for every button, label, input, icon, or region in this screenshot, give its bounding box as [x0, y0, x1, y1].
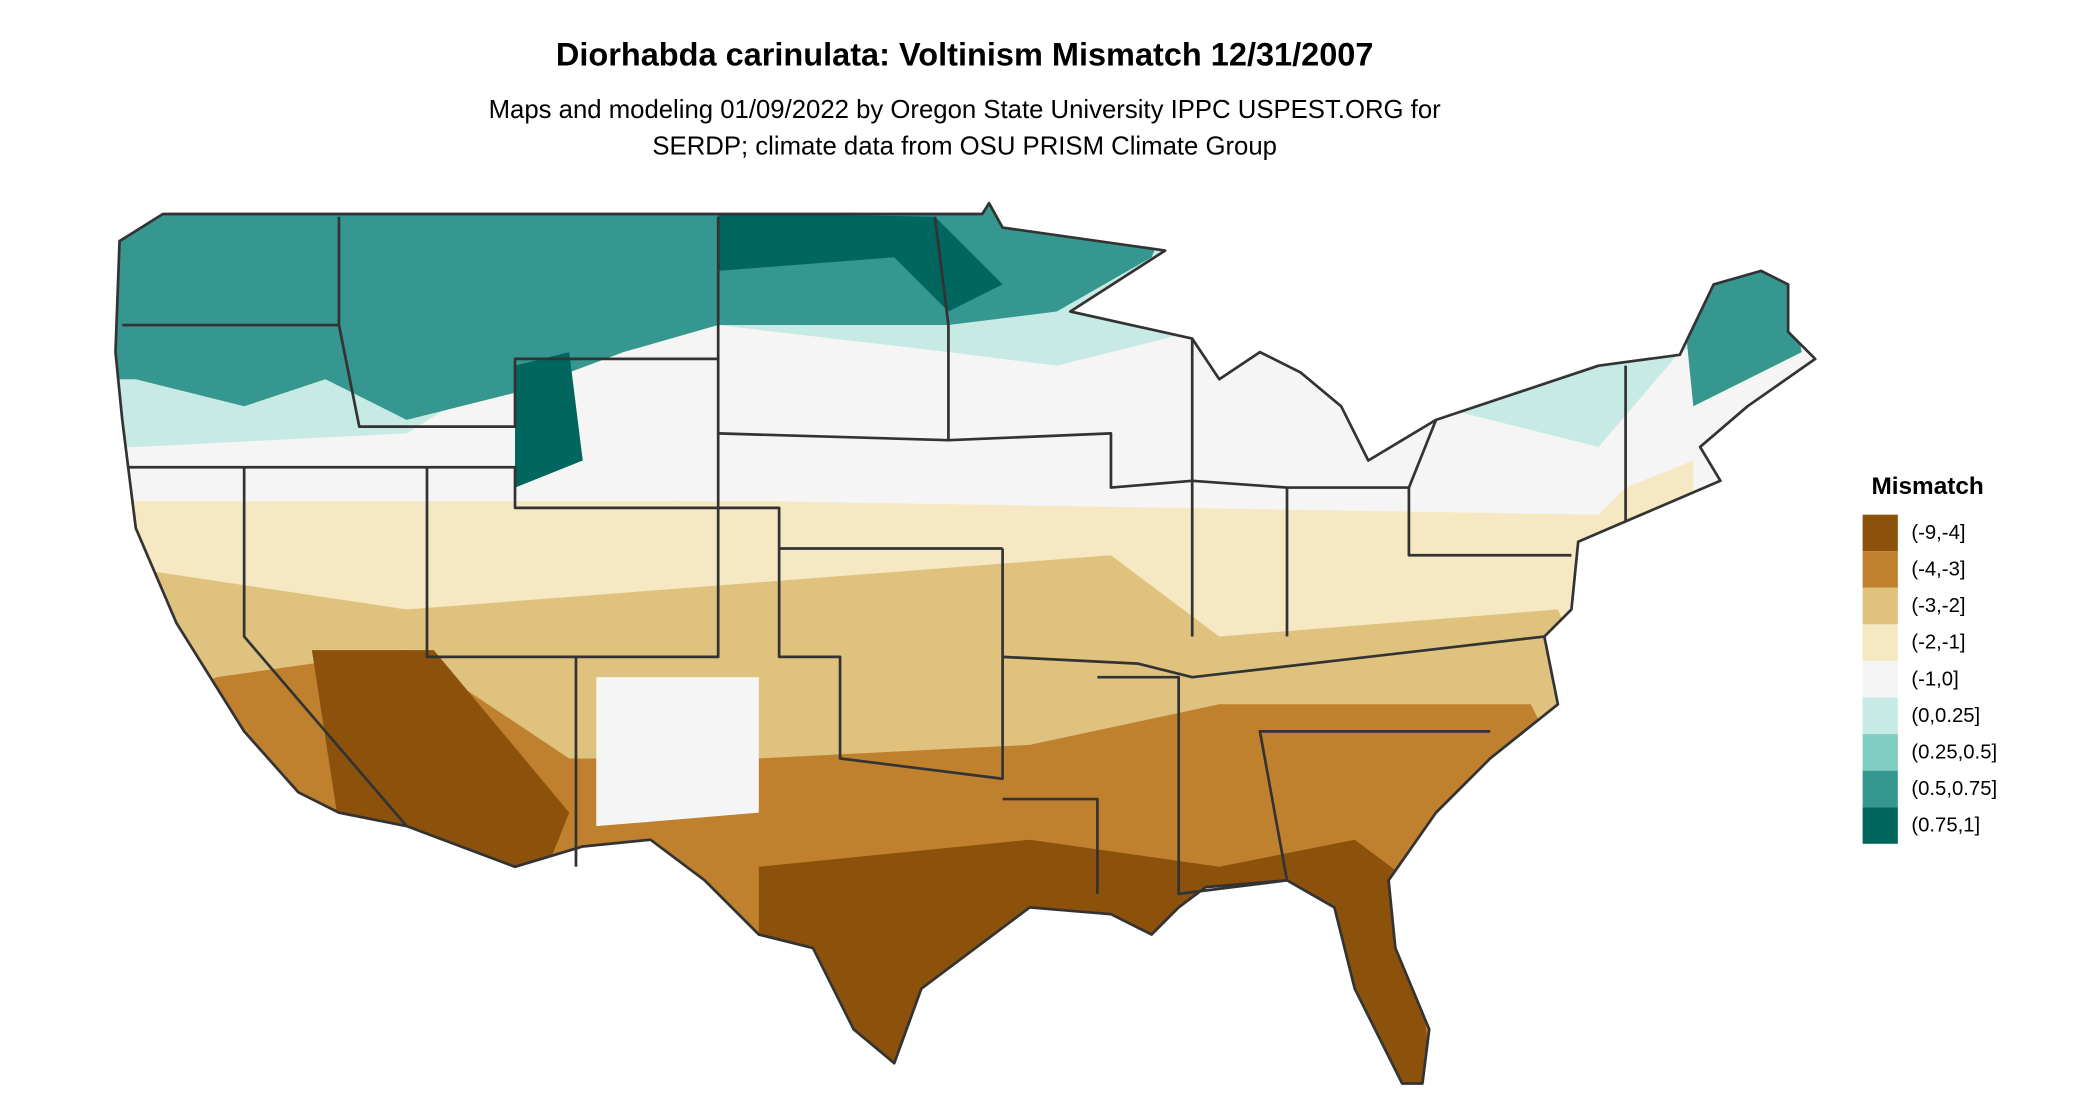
- state-border: [1407, 487, 1572, 557]
- legend-label: (-9,-4]: [1911, 522, 1965, 544]
- region: [515, 352, 583, 488]
- legend-swatch: [1862, 514, 1898, 552]
- legend-swatch: [1862, 770, 1898, 808]
- national-border: [114, 201, 1817, 1085]
- legend-swatch: [1862, 807, 1898, 844]
- state-border: [1002, 635, 1545, 679]
- state-border: [1097, 675, 1491, 896]
- legend-label: (-2,-1]: [1911, 632, 1965, 654]
- map-subtitle: SERDP; climate data from OSU PRISM Clima…: [652, 132, 1277, 160]
- legend-swatch: [1862, 551, 1898, 588]
- legend-label: (0.5,0.75]: [1911, 778, 1997, 800]
- legend-title: Mismatch: [1871, 473, 1983, 500]
- legend-label: (0.75,1]: [1911, 815, 1980, 837]
- legend-swatch: [1862, 624, 1898, 661]
- legend-label: (-3,-2]: [1911, 595, 1965, 617]
- state-borders: [114, 201, 1817, 1085]
- state-border: [337, 216, 720, 428]
- state-border: [777, 548, 1004, 781]
- legend-swatch: [1862, 660, 1898, 698]
- legend-swatch: [1862, 697, 1898, 735]
- legend: (-9,-4] (-4,-3] (-3,-2] (-2,-1] (-1,0] (0,0.2…: [1862, 514, 1997, 844]
- legend-label: (0.25,0.5]: [1911, 741, 1997, 763]
- map-title: Diorhabda carinulata: Voltinism Mismatch…: [556, 36, 1374, 72]
- legend-swatch: [1862, 587, 1898, 625]
- state-border: [425, 467, 578, 867]
- state-border: [1002, 797, 1099, 894]
- region: [1679, 270, 1802, 407]
- state-border: [242, 467, 408, 828]
- legend-label: (0,0.25]: [1911, 705, 1980, 727]
- state-border: [575, 358, 720, 659]
- state-border: [718, 216, 950, 442]
- map-subtitle: Maps and modeling 01/09/2022 by Oregon S…: [489, 96, 1441, 124]
- legend-label: (-4,-3]: [1911, 559, 1965, 581]
- region: [162, 203, 1003, 312]
- region: [596, 677, 759, 827]
- state-border: [122, 216, 341, 327]
- legend-label: (-1,0]: [1911, 668, 1958, 690]
- state-border: [129, 465, 1003, 550]
- legend-swatch: [1862, 734, 1898, 771]
